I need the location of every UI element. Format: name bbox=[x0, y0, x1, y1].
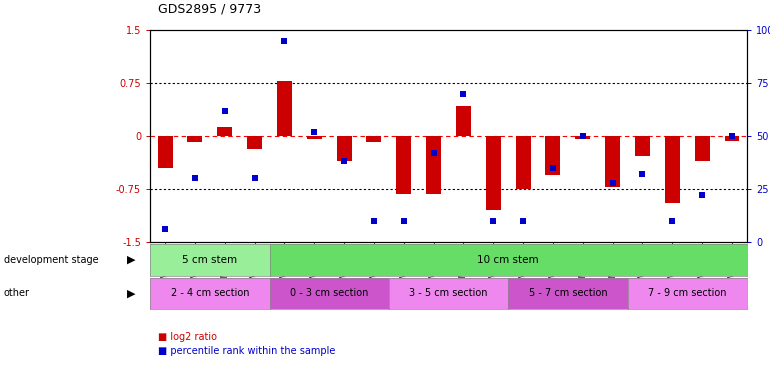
Bar bbox=[277, 81, 292, 136]
Bar bbox=[575, 136, 591, 140]
Text: 3 - 5 cm section: 3 - 5 cm section bbox=[410, 288, 487, 298]
Text: other: other bbox=[4, 288, 30, 298]
Text: ■ percentile rank within the sample: ■ percentile rank within the sample bbox=[158, 346, 335, 355]
Bar bbox=[426, 136, 441, 194]
Text: 2 - 4 cm section: 2 - 4 cm section bbox=[171, 288, 249, 298]
Bar bbox=[217, 128, 233, 136]
Text: GDS2895 / 9773: GDS2895 / 9773 bbox=[158, 2, 261, 15]
Bar bbox=[187, 136, 203, 142]
Bar bbox=[247, 136, 262, 148]
Bar bbox=[456, 106, 471, 136]
Text: development stage: development stage bbox=[4, 255, 99, 265]
Text: ▶: ▶ bbox=[126, 255, 136, 265]
Bar bbox=[516, 136, 531, 189]
Bar bbox=[545, 136, 561, 175]
Bar bbox=[336, 136, 352, 160]
Bar bbox=[605, 136, 620, 187]
Bar bbox=[158, 136, 172, 168]
Bar bbox=[695, 136, 710, 160]
Text: ■ log2 ratio: ■ log2 ratio bbox=[158, 333, 217, 342]
Text: 0 - 3 cm section: 0 - 3 cm section bbox=[290, 288, 368, 298]
Text: 5 cm stem: 5 cm stem bbox=[182, 255, 237, 265]
Bar bbox=[397, 136, 411, 194]
Bar bbox=[306, 136, 322, 140]
Bar bbox=[486, 136, 500, 210]
Text: ▶: ▶ bbox=[126, 288, 136, 298]
Bar bbox=[635, 136, 650, 156]
Bar bbox=[367, 136, 381, 142]
Text: 10 cm stem: 10 cm stem bbox=[477, 255, 539, 265]
Text: 5 - 7 cm section: 5 - 7 cm section bbox=[528, 288, 608, 298]
Bar bbox=[725, 136, 739, 141]
Text: 7 - 9 cm section: 7 - 9 cm section bbox=[648, 288, 726, 298]
Bar bbox=[665, 136, 680, 203]
